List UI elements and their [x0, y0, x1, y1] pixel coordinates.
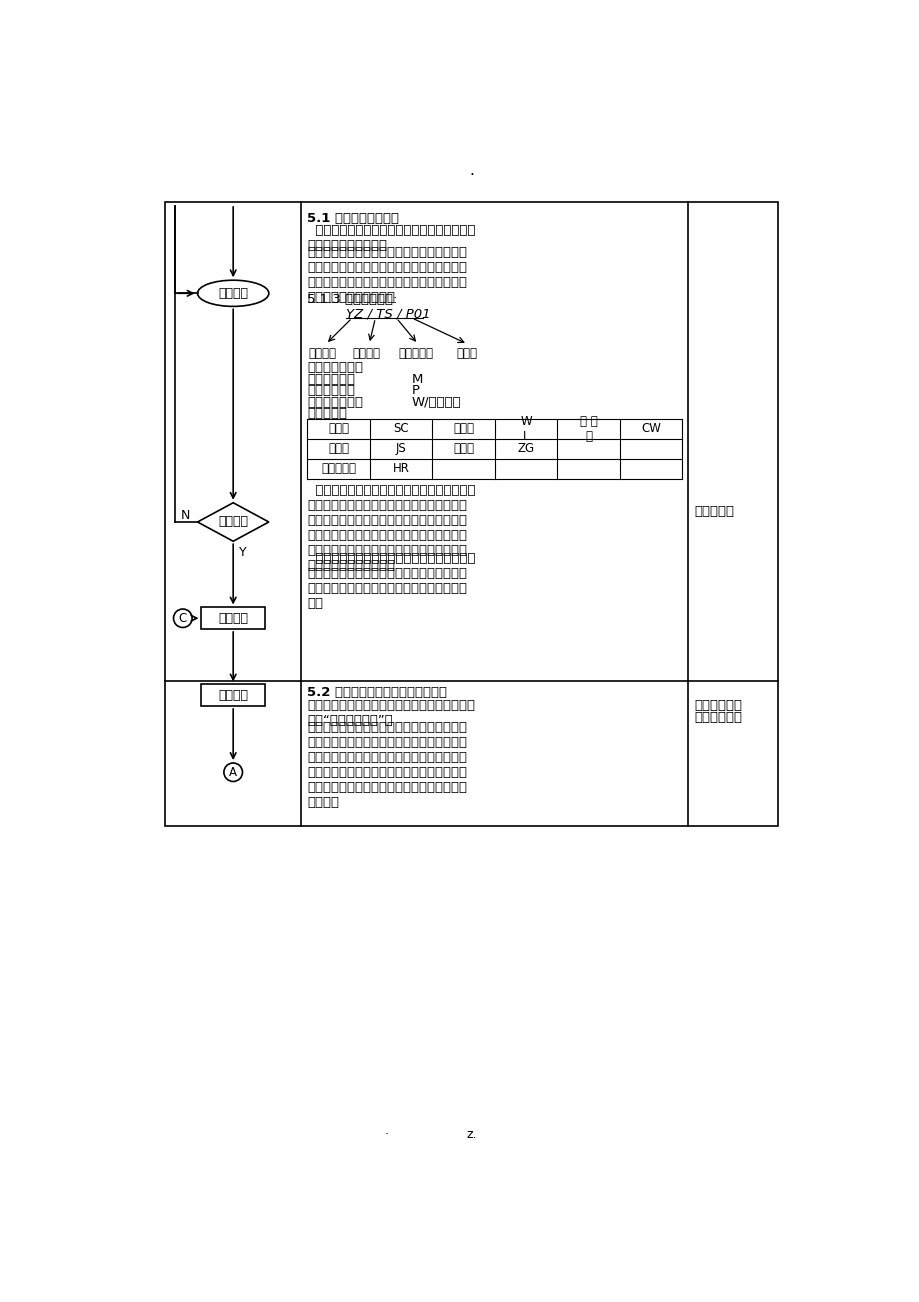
- Ellipse shape: [174, 609, 192, 628]
- Text: 经批准的文件原件由主管部门交档案案室存档，
填写“文件移交清单”。: 经批准的文件原件由主管部门交档案案室存档， 填写“文件移交清单”。: [307, 699, 475, 727]
- Text: 物流部: 物流部: [452, 422, 473, 435]
- Text: 注：文件类别号: 注：文件类别号: [307, 361, 363, 374]
- Text: 文件审批: 文件审批: [218, 516, 248, 529]
- Text: 文件归档: 文件归档: [218, 612, 248, 625]
- Text: 文件移交清单: 文件移交清单: [694, 699, 742, 712]
- Text: 企业代号: 企业代号: [309, 348, 336, 361]
- Text: 质量手册代号: 质量手册代号: [307, 372, 355, 385]
- Text: SC: SC: [392, 422, 408, 435]
- Text: 质管部: 质管部: [452, 443, 473, 456]
- Text: 体系代号: 体系代号: [352, 348, 380, 361]
- Text: 技术部: 技术部: [327, 443, 348, 456]
- Text: CW: CW: [641, 422, 660, 435]
- Text: W
L: W L: [519, 415, 531, 443]
- Text: YZ / TS / P01: YZ / TS / P01: [346, 307, 430, 320]
- Bar: [201, 608, 265, 629]
- Text: 文件会签单: 文件会签单: [694, 505, 734, 518]
- Text: 文件编写前由质量管理部确定编写格式、编写
风格，并通知各部门。: 文件编写前由质量管理部确定编写格式、编写 风格，并通知各部门。: [307, 224, 475, 253]
- Text: 文件编刻: 文件编刻: [218, 286, 248, 299]
- Text: 第三层管理文件: 第三层管理文件: [307, 396, 363, 409]
- Text: JS: JS: [395, 443, 406, 456]
- Text: ·: ·: [384, 1128, 388, 1141]
- Text: 5.1 文件的编刻、审批: 5.1 文件的编刻、审批: [307, 212, 399, 225]
- Ellipse shape: [223, 763, 243, 781]
- Text: N: N: [180, 509, 189, 522]
- Text: 文件发放记录: 文件发放记录: [694, 711, 742, 724]
- Text: 行政人事部: 行政人事部: [321, 462, 356, 475]
- Text: 生产部: 生产部: [327, 422, 348, 435]
- Text: 5.2 文件的归档、发放、保管、领用: 5.2 文件的归档、发放、保管、领用: [307, 686, 447, 699]
- Text: 文件主管部门根据实际需要发放文件，原则上
相关部门都应具备相关文件。质量手册的发放
由管理者代表批准，质量管理部负责发放；程
序文件由质量管理部负责发放；第三层: 文件主管部门根据实际需要发放文件，原则上 相关部门都应具备相关文件。质量手册的发…: [307, 721, 467, 810]
- Text: 5.1.3 文件编号规则:: 5.1.3 文件编号规则:: [307, 293, 397, 306]
- Text: 财 务
部: 财 务 部: [579, 415, 596, 443]
- Text: W/部门代号: W/部门代号: [412, 396, 461, 409]
- Text: 文件类别号: 文件类别号: [398, 348, 433, 361]
- Text: 顺序号: 顺序号: [456, 348, 476, 361]
- Text: ·: ·: [469, 168, 473, 184]
- Text: 质量手册由质量管理部负责编写，程序文件由
质量管理部组织与质量体系过程有关的各职能
部门分别编写；第三层次管理性作业文件由各
部门负责组织人员编制。: 质量手册由质量管理部负责编写，程序文件由 质量管理部组织与质量体系过程有关的各职…: [307, 246, 467, 305]
- Text: 文件发放: 文件发放: [218, 689, 248, 702]
- Text: z.: z.: [466, 1128, 476, 1141]
- Ellipse shape: [198, 280, 268, 306]
- Text: 质量手册由管理者代表审核、总经理批准；程
序文件由质量管理部审核、管理者代表批准；
其他文件由主管部门负责人审核、副总经理批
准。: 质量手册由管理者代表审核、总经理批准；程 序文件由质量管理部审核、管理者代表批准…: [307, 552, 475, 611]
- Text: 部门代号：: 部门代号：: [307, 408, 346, 421]
- Text: HR: HR: [392, 462, 409, 475]
- Bar: [165, 202, 777, 827]
- Text: M: M: [412, 372, 423, 385]
- Text: C: C: [178, 612, 187, 625]
- Polygon shape: [198, 503, 268, 542]
- Text: A: A: [229, 766, 237, 779]
- Text: Y: Y: [239, 546, 246, 559]
- Bar: [201, 685, 265, 706]
- Text: ZG: ZG: [516, 443, 534, 456]
- Text: 程序文件代号: 程序文件代号: [307, 384, 355, 397]
- Text: 文件初稿编制完成后，质量手册和程序文件由
质量管理部、第三层次管理性文件由各主管部
门组织有关人员就文件是否符合标准和公司实
际、职责分配是否合理、接口是否清晰: 文件初稿编制完成后，质量手册和程序文件由 质量管理部、第三层次管理性文件由各主管…: [307, 484, 475, 573]
- Text: P: P: [412, 384, 419, 397]
